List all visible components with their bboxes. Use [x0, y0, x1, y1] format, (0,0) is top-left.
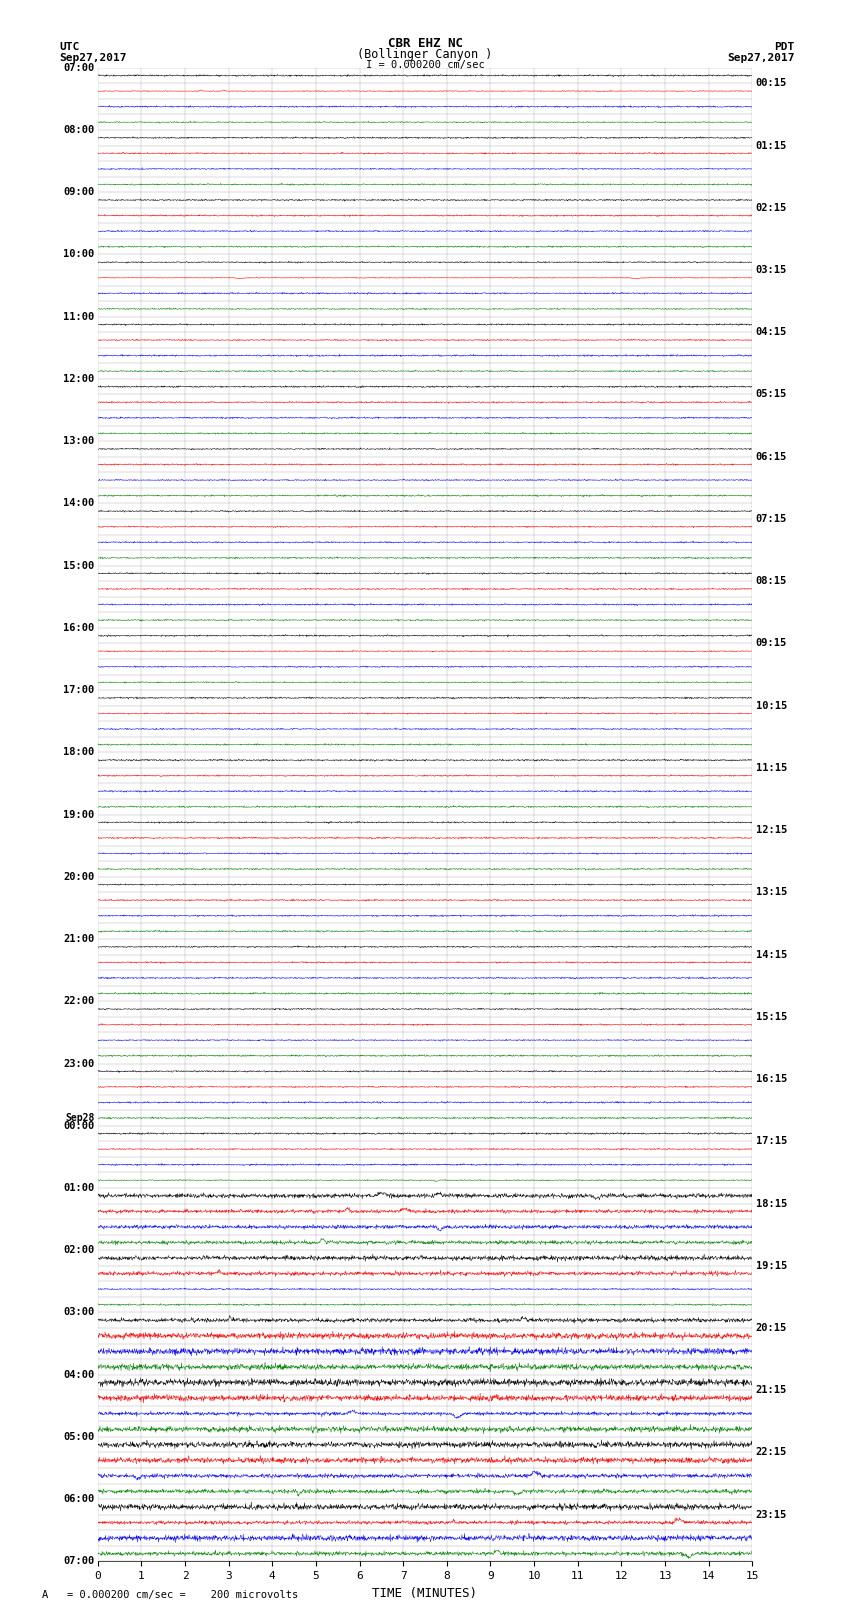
Text: 06:15: 06:15	[756, 452, 787, 461]
Text: 09:00: 09:00	[63, 187, 94, 197]
Text: 22:15: 22:15	[756, 1447, 787, 1458]
Text: 15:15: 15:15	[756, 1011, 787, 1021]
Text: A   = 0.000200 cm/sec =    200 microvolts: A = 0.000200 cm/sec = 200 microvolts	[42, 1590, 298, 1600]
Text: 14:15: 14:15	[756, 950, 787, 960]
Text: 19:00: 19:00	[63, 810, 94, 819]
Text: 08:00: 08:00	[63, 124, 94, 135]
Text: 17:00: 17:00	[63, 686, 94, 695]
Text: 14:00: 14:00	[63, 498, 94, 508]
Text: 04:15: 04:15	[756, 327, 787, 337]
Text: 12:00: 12:00	[63, 374, 94, 384]
Text: 03:00: 03:00	[63, 1308, 94, 1318]
Text: 13:15: 13:15	[756, 887, 787, 897]
Text: 00:00: 00:00	[63, 1121, 94, 1131]
Text: 19:15: 19:15	[756, 1261, 787, 1271]
Text: Sep27,2017: Sep27,2017	[728, 53, 795, 63]
Text: 17:15: 17:15	[756, 1136, 787, 1147]
Text: 07:00: 07:00	[63, 63, 94, 73]
Text: 03:15: 03:15	[756, 265, 787, 274]
Text: 20:15: 20:15	[756, 1323, 787, 1332]
Text: 13:00: 13:00	[63, 436, 94, 447]
Text: 05:15: 05:15	[756, 389, 787, 400]
Text: PDT: PDT	[774, 42, 795, 52]
Text: 11:00: 11:00	[63, 311, 94, 321]
Text: 00:15: 00:15	[756, 79, 787, 89]
Text: 01:15: 01:15	[756, 140, 787, 150]
Text: 20:00: 20:00	[63, 871, 94, 882]
Text: 21:15: 21:15	[756, 1386, 787, 1395]
Text: 10:00: 10:00	[63, 250, 94, 260]
Text: 21:00: 21:00	[63, 934, 94, 944]
Text: 23:15: 23:15	[756, 1510, 787, 1519]
Text: 07:00: 07:00	[63, 1557, 94, 1566]
Text: Sep27,2017: Sep27,2017	[60, 53, 127, 63]
Text: 18:15: 18:15	[756, 1198, 787, 1208]
Text: 08:15: 08:15	[756, 576, 787, 586]
Text: 18:00: 18:00	[63, 747, 94, 758]
Text: 15:00: 15:00	[63, 561, 94, 571]
Text: 16:00: 16:00	[63, 623, 94, 632]
Text: 01:00: 01:00	[63, 1182, 94, 1194]
Text: 04:00: 04:00	[63, 1369, 94, 1379]
Text: 06:00: 06:00	[63, 1494, 94, 1505]
Text: UTC: UTC	[60, 42, 80, 52]
X-axis label: TIME (MINUTES): TIME (MINUTES)	[372, 1587, 478, 1600]
Text: (Bollinger Canyon ): (Bollinger Canyon )	[357, 48, 493, 61]
Text: 09:15: 09:15	[756, 639, 787, 648]
Text: 16:15: 16:15	[756, 1074, 787, 1084]
Text: 05:00: 05:00	[63, 1432, 94, 1442]
Text: 23:00: 23:00	[63, 1058, 94, 1068]
Text: 11:15: 11:15	[756, 763, 787, 773]
Text: 22:00: 22:00	[63, 997, 94, 1007]
Text: 12:15: 12:15	[756, 826, 787, 836]
Text: 10:15: 10:15	[756, 700, 787, 711]
Text: I = 0.000200 cm/sec: I = 0.000200 cm/sec	[366, 60, 484, 69]
Text: 07:15: 07:15	[756, 515, 787, 524]
Text: 02:15: 02:15	[756, 203, 787, 213]
Text: Sep28: Sep28	[65, 1113, 94, 1123]
Text: 02:00: 02:00	[63, 1245, 94, 1255]
Text: CBR EHZ NC: CBR EHZ NC	[388, 37, 462, 50]
